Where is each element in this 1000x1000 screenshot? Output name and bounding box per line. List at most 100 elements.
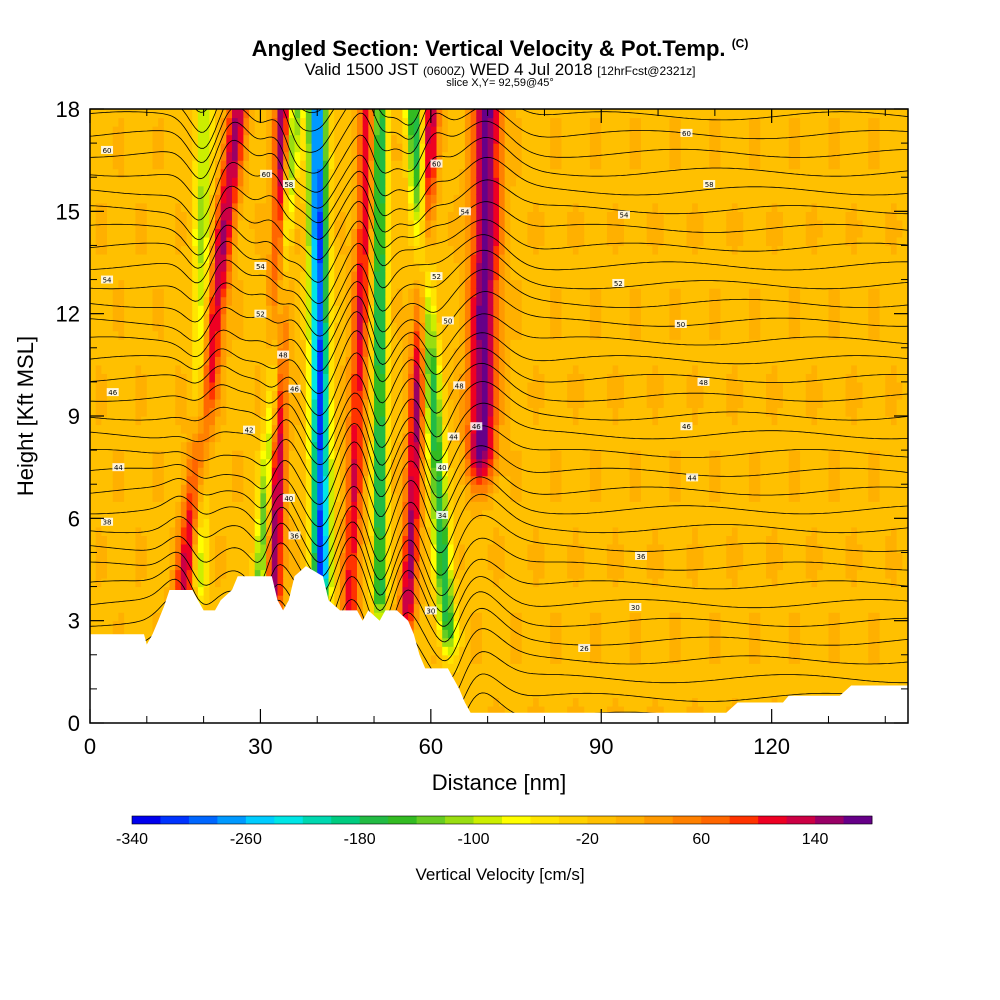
- field-cell: [447, 109, 455, 119]
- field-cell: [186, 398, 193, 409]
- field-cell: [470, 433, 477, 443]
- field-cell: [141, 526, 148, 536]
- field-cell: [243, 475, 250, 485]
- field-cell: [322, 407, 330, 417]
- field-cell: [374, 279, 381, 289]
- field-cell: [90, 288, 97, 298]
- field-cell: [158, 535, 165, 545]
- field-cell: [214, 416, 222, 426]
- field-cell: [175, 322, 182, 332]
- field-cell: [419, 211, 426, 221]
- field-cell: [232, 373, 239, 383]
- field-cell: [288, 134, 296, 144]
- field-cell: [141, 305, 148, 315]
- field-cell: [374, 390, 381, 400]
- field-cell: [356, 279, 364, 289]
- field-cell: [345, 253, 352, 264]
- field-cell: [152, 109, 159, 119]
- field-cell: [459, 160, 466, 170]
- field-cell: [209, 109, 216, 119]
- field-cell: [180, 569, 188, 579]
- field-cell: [430, 143, 438, 153]
- field-cell: [129, 407, 137, 417]
- field-cell: [192, 228, 199, 238]
- field-cell: [288, 364, 296, 374]
- field-cell: [163, 356, 171, 366]
- field-cell: [90, 296, 97, 306]
- field-cell: [368, 416, 375, 426]
- field-cell: [180, 467, 188, 477]
- field-cell: [129, 364, 137, 374]
- field-cell: [339, 160, 347, 170]
- field-cell: [351, 228, 358, 238]
- field-cell: [339, 595, 347, 605]
- field-cell: [232, 253, 239, 264]
- field-cell: [470, 646, 477, 656]
- field-cell: [419, 347, 426, 357]
- field-cell: [453, 236, 460, 247]
- field-cell: [413, 219, 421, 229]
- field-cell: [118, 356, 125, 366]
- field-cell: [135, 134, 142, 144]
- field-cell: [470, 296, 477, 306]
- field-cell: [192, 458, 199, 468]
- field-cell: [322, 569, 330, 579]
- field-cell: [430, 654, 438, 664]
- field-cell: [101, 603, 108, 613]
- field-cell: [129, 501, 137, 511]
- field-cell: [396, 364, 404, 374]
- field-cell: [254, 450, 262, 460]
- field-cell: [249, 347, 256, 357]
- field-cell: [95, 603, 102, 613]
- field-cell: [300, 467, 307, 477]
- field-cell: [334, 194, 341, 204]
- field-cell: [464, 492, 472, 502]
- field-cell: [464, 646, 472, 656]
- field-cell: [169, 211, 176, 221]
- field-cell: [226, 313, 233, 323]
- field-cell: [368, 296, 375, 306]
- field-cell: [356, 126, 364, 136]
- field-cell: [90, 262, 97, 272]
- field-cell: [118, 424, 125, 434]
- field-cell: [481, 578, 489, 588]
- field-cell: [118, 211, 125, 221]
- field-cell: [345, 202, 352, 212]
- field-cell: [476, 160, 483, 170]
- field-cell: [413, 313, 421, 323]
- field-cell: [186, 484, 193, 494]
- field-cell: [408, 441, 415, 451]
- field-cell: [95, 586, 102, 596]
- field-cell: [436, 518, 443, 528]
- field-cell: [220, 236, 227, 247]
- field-cell: [186, 347, 193, 357]
- field-cell: [146, 347, 154, 357]
- field-cell: [180, 228, 188, 238]
- field-cell: [294, 262, 301, 272]
- field-cell: [226, 552, 233, 562]
- field-cell: [146, 501, 154, 511]
- field-cell: [260, 526, 267, 536]
- field-cell: [391, 279, 398, 289]
- field-cell: [101, 569, 108, 579]
- field-cell: [209, 492, 216, 502]
- field-cell: [266, 501, 273, 511]
- field-cell: [351, 552, 358, 562]
- field-cell: [192, 253, 199, 264]
- field-cell: [101, 126, 108, 136]
- field-cell: [470, 262, 477, 272]
- field-cell: [430, 458, 438, 468]
- field-cell: [107, 228, 114, 238]
- field-cell: [266, 424, 273, 434]
- field-cell: [311, 407, 318, 417]
- field-cell: [436, 288, 443, 298]
- field-cell: [481, 586, 489, 596]
- field-cell: [311, 228, 318, 238]
- field-cell: [146, 271, 154, 281]
- field-cell: [266, 518, 273, 528]
- field-cell: [158, 271, 165, 281]
- field-cell: [442, 151, 449, 161]
- field-cell: [391, 518, 398, 528]
- field-cell: [95, 398, 102, 409]
- field-cell: [260, 458, 267, 468]
